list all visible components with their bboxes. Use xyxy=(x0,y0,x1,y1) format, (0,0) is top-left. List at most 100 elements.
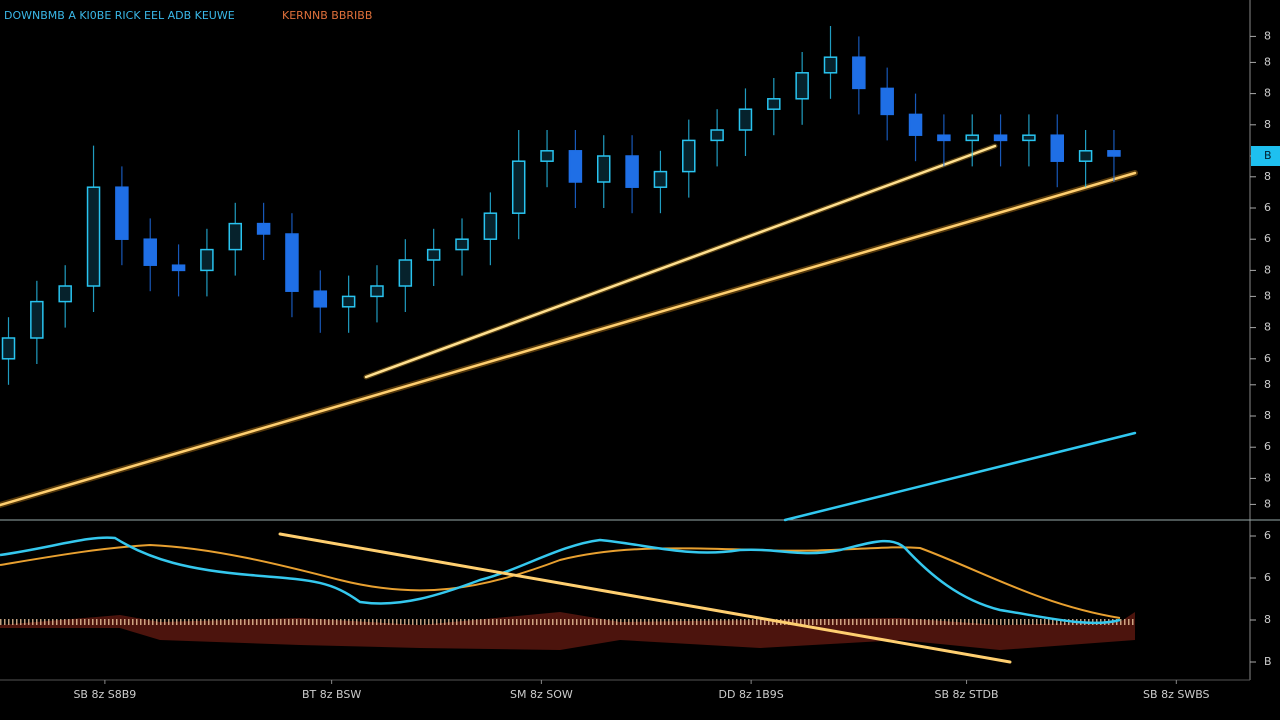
candle xyxy=(483,192,498,266)
candle-body xyxy=(1050,134,1065,162)
candle xyxy=(398,239,413,312)
candle-body xyxy=(908,113,923,136)
y-tick-label: 8 xyxy=(1264,29,1271,42)
candle-body xyxy=(852,56,866,90)
pane-tick-label: 8 xyxy=(1264,613,1271,626)
indicator-pane xyxy=(0,532,1135,664)
candle-body xyxy=(993,134,1008,142)
candle xyxy=(880,67,894,141)
candle xyxy=(767,78,781,136)
candle-body xyxy=(880,87,894,116)
candle-body xyxy=(58,285,72,303)
candle xyxy=(1022,114,1036,167)
candle xyxy=(710,109,724,167)
candle xyxy=(965,114,979,167)
candle xyxy=(1107,130,1121,182)
pane-tick-label: B xyxy=(1264,655,1272,668)
candle xyxy=(596,135,611,208)
candle xyxy=(86,145,101,312)
candle xyxy=(455,218,469,276)
candle xyxy=(115,166,129,266)
candle-body xyxy=(937,134,951,142)
x-tick-label: BT 8z BSW xyxy=(302,688,361,701)
candle xyxy=(540,130,554,188)
candle-body xyxy=(738,108,753,131)
oscillator-line xyxy=(0,536,1121,625)
candle xyxy=(908,93,923,162)
y-tick-label: 6 xyxy=(1264,232,1271,245)
y-tick-label: 6 xyxy=(1264,440,1271,453)
y-tick-label: 8 xyxy=(1264,170,1271,183)
candle-body xyxy=(625,155,639,188)
y-tick-label: 6 xyxy=(1264,352,1271,365)
candle xyxy=(511,130,526,240)
candle-body xyxy=(115,186,129,240)
candle-body xyxy=(200,248,214,272)
candle-body xyxy=(256,222,271,235)
candle-body xyxy=(455,238,469,251)
y-tick-label: 8 xyxy=(1264,409,1271,422)
chart-title: DOWNBMB A KI0BE RICK EEL ADB KEUWE xyxy=(4,9,235,22)
y-tick-label: 8 xyxy=(1264,55,1271,68)
x-tick-label: SB 8z STDB xyxy=(935,688,999,701)
candle xyxy=(200,228,214,297)
histogram-area xyxy=(0,612,1135,650)
candle xyxy=(1050,114,1065,188)
candle-body xyxy=(653,170,668,188)
y-tick-label: 8 xyxy=(1264,289,1271,302)
candle-body xyxy=(1078,150,1093,162)
y-tick-label: 8 xyxy=(1264,118,1271,131)
chart-subtitle: KERNNB BBRIBB xyxy=(282,9,372,22)
candle xyxy=(143,218,157,292)
pane-tick-label: 6 xyxy=(1264,571,1271,584)
candle-body xyxy=(511,160,526,214)
candle-body xyxy=(823,56,838,74)
candle-body xyxy=(965,134,979,142)
y-tick-label: 8 xyxy=(1264,378,1271,391)
trend-line xyxy=(783,431,1137,522)
candle-body xyxy=(596,155,611,183)
signal-line xyxy=(0,543,1121,619)
candle-body xyxy=(30,300,44,339)
candle xyxy=(1078,130,1093,188)
candle xyxy=(1,317,16,385)
candle xyxy=(341,275,356,333)
x-tick-label: SB 8z S8B9 xyxy=(73,688,136,701)
y-tick-label: 6 xyxy=(1264,201,1271,214)
candle-body xyxy=(341,295,356,308)
candle xyxy=(426,228,441,286)
pane-tick-label: 6 xyxy=(1264,529,1271,542)
y-tick-label: 8 xyxy=(1264,471,1271,484)
y-tick-label: 8 xyxy=(1264,263,1271,276)
candle-body xyxy=(1107,150,1121,157)
candle xyxy=(852,36,866,115)
candle-body xyxy=(398,259,413,287)
candle-body xyxy=(86,186,101,287)
candle xyxy=(625,135,639,214)
y-tick-label: 8 xyxy=(1264,497,1271,510)
candle-body xyxy=(710,129,724,142)
candle-body xyxy=(483,212,498,240)
candle-body xyxy=(426,248,441,261)
candle xyxy=(30,280,44,364)
candle-body xyxy=(1022,134,1036,142)
y-tick-label: 8 xyxy=(1264,87,1271,100)
candle-body xyxy=(171,264,186,272)
trend-lines xyxy=(0,143,1138,522)
candle xyxy=(171,244,186,297)
x-tick-label: SM 8z SOW xyxy=(510,688,573,701)
candle-body xyxy=(313,290,328,308)
candle xyxy=(228,202,243,276)
candle xyxy=(823,26,838,99)
candle xyxy=(653,150,668,214)
candle xyxy=(285,213,299,318)
candle xyxy=(738,88,753,156)
candle xyxy=(313,270,328,333)
candle xyxy=(937,114,951,167)
candle xyxy=(58,265,72,328)
candle-body xyxy=(795,72,809,100)
trend-line xyxy=(0,171,1137,507)
y-tick-label: B xyxy=(1264,149,1272,162)
candle xyxy=(568,130,583,208)
